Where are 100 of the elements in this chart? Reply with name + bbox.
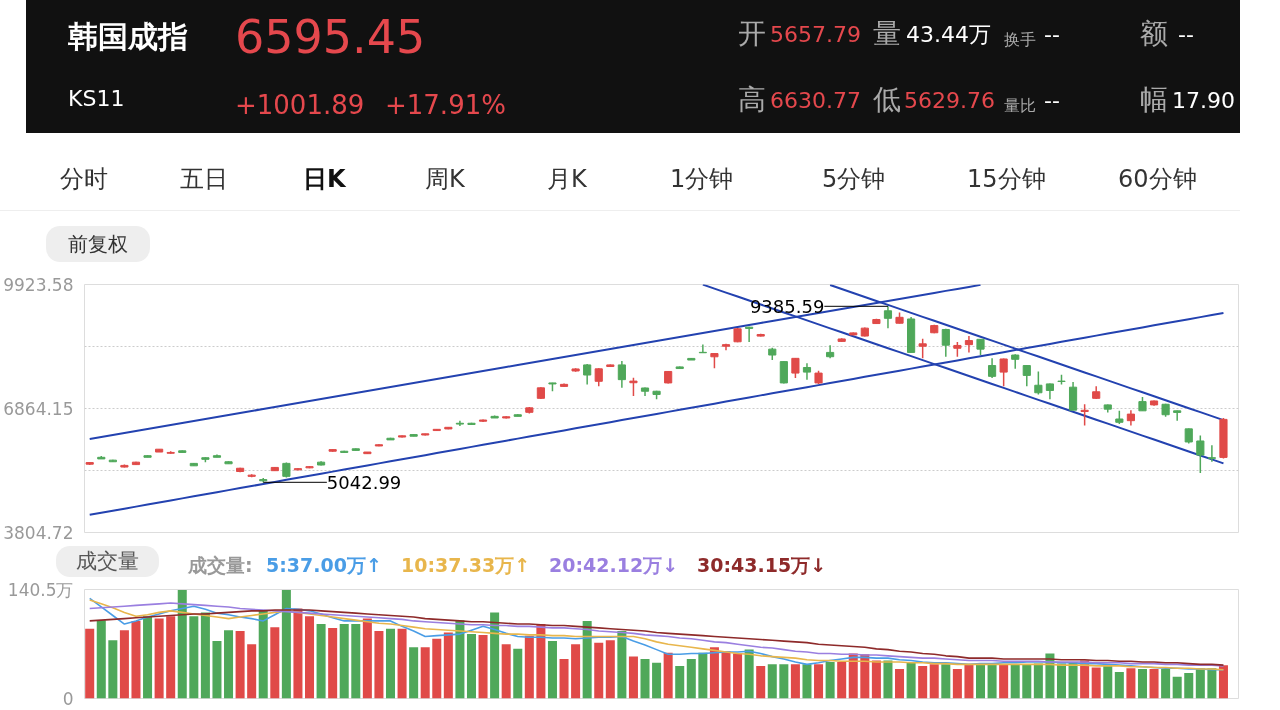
bar: [1010, 664, 1020, 699]
text: 5657.79: [770, 22, 861, 47]
candlestick: [617, 360, 626, 389]
bar: [200, 612, 210, 699]
bar: [721, 651, 731, 699]
bar: [455, 620, 465, 699]
bar: [837, 662, 847, 699]
bar: [212, 641, 222, 699]
bar: [652, 662, 662, 699]
candlestick: [999, 357, 1008, 387]
candlestick: [988, 357, 997, 379]
text: 5629.76: [904, 88, 995, 113]
chart-title: 韩国成指: [68, 19, 188, 54]
text: 1分钟: [670, 165, 734, 193]
bar: [1022, 664, 1032, 699]
text: 前复权: [46, 226, 150, 262]
y-tick-label: 6864.15: [3, 399, 74, 419]
bar: [744, 649, 754, 699]
candlestick: [1080, 403, 1089, 427]
text: 五日: [180, 165, 228, 193]
bar: [952, 669, 962, 699]
bar: [605, 640, 615, 699]
text: 量比: [1004, 96, 1036, 115]
text: --: [1044, 22, 1060, 47]
text: 15分钟: [967, 165, 1046, 193]
bar: [1056, 663, 1067, 699]
bar: [466, 634, 476, 699]
bar: [96, 620, 106, 699]
bar: [443, 632, 453, 699]
bar: [524, 635, 534, 699]
bar: [247, 644, 257, 699]
bar: [281, 589, 291, 699]
text: 量: [873, 17, 901, 50]
bar: [166, 616, 176, 699]
bar: [224, 630, 234, 699]
y-tick-label: 9923.58: [3, 275, 74, 295]
text: 5:37.00万↑: [266, 554, 382, 576]
bar: [374, 631, 384, 699]
bar: [328, 627, 338, 699]
bar: [906, 662, 916, 699]
text: --: [1178, 22, 1194, 47]
bar: [270, 627, 280, 699]
bar: [351, 624, 361, 699]
bar: [790, 664, 800, 699]
bar: [409, 647, 419, 699]
bar: [582, 620, 592, 699]
bar: [131, 620, 141, 699]
bar: [802, 664, 812, 699]
text: 开: [738, 17, 766, 50]
text: +1001.89: [235, 90, 365, 120]
y-tick-label: 0: [62, 688, 74, 709]
candlestick: [779, 360, 788, 385]
text: 30:43.15万↓: [697, 554, 827, 576]
candlestick: [629, 377, 638, 397]
bar: [108, 640, 118, 699]
text: 20:42.12万↓: [549, 554, 679, 576]
bar: [85, 628, 95, 699]
candlestick: [941, 328, 950, 358]
bar: [571, 644, 581, 699]
bar: [1218, 665, 1228, 699]
bar: [119, 630, 129, 699]
bar: [709, 647, 719, 699]
bar: [941, 664, 951, 699]
legend-title: 成交量:: [188, 554, 253, 576]
bar: [964, 664, 974, 699]
bar: [293, 608, 303, 699]
candlestick: [594, 367, 603, 387]
bar: [339, 624, 349, 699]
bar: [478, 634, 488, 699]
candlestick: [1068, 381, 1078, 411]
text: 10:37.33万↑: [401, 554, 531, 576]
candlestick: [1196, 434, 1205, 474]
text: 周K: [425, 165, 465, 193]
bar: [305, 616, 315, 699]
bar: [1103, 665, 1113, 699]
bar: [640, 658, 650, 699]
text: 低: [873, 83, 901, 116]
text: 6595.45: [235, 10, 426, 64]
bar: [1126, 668, 1136, 699]
bar: [895, 669, 905, 699]
bar: [235, 631, 245, 699]
bar: [976, 664, 986, 699]
bar: [617, 631, 627, 699]
text: 额: [1140, 17, 1168, 50]
bar: [1137, 669, 1147, 699]
text: 换手: [1004, 30, 1036, 49]
bar: [686, 658, 696, 699]
bar: [1161, 669, 1171, 699]
bar: [675, 665, 685, 699]
bar: [987, 664, 997, 699]
text: 5分钟: [822, 165, 886, 193]
bar: [1195, 668, 1205, 699]
bar: [189, 616, 199, 699]
bar: [420, 647, 430, 699]
bar: [814, 664, 824, 699]
y-tick-label: 140.5万: [7, 579, 74, 600]
bar: [594, 642, 604, 699]
bar: [929, 664, 939, 699]
text: 高: [738, 83, 766, 116]
annotation: 5042.99: [326, 471, 402, 493]
